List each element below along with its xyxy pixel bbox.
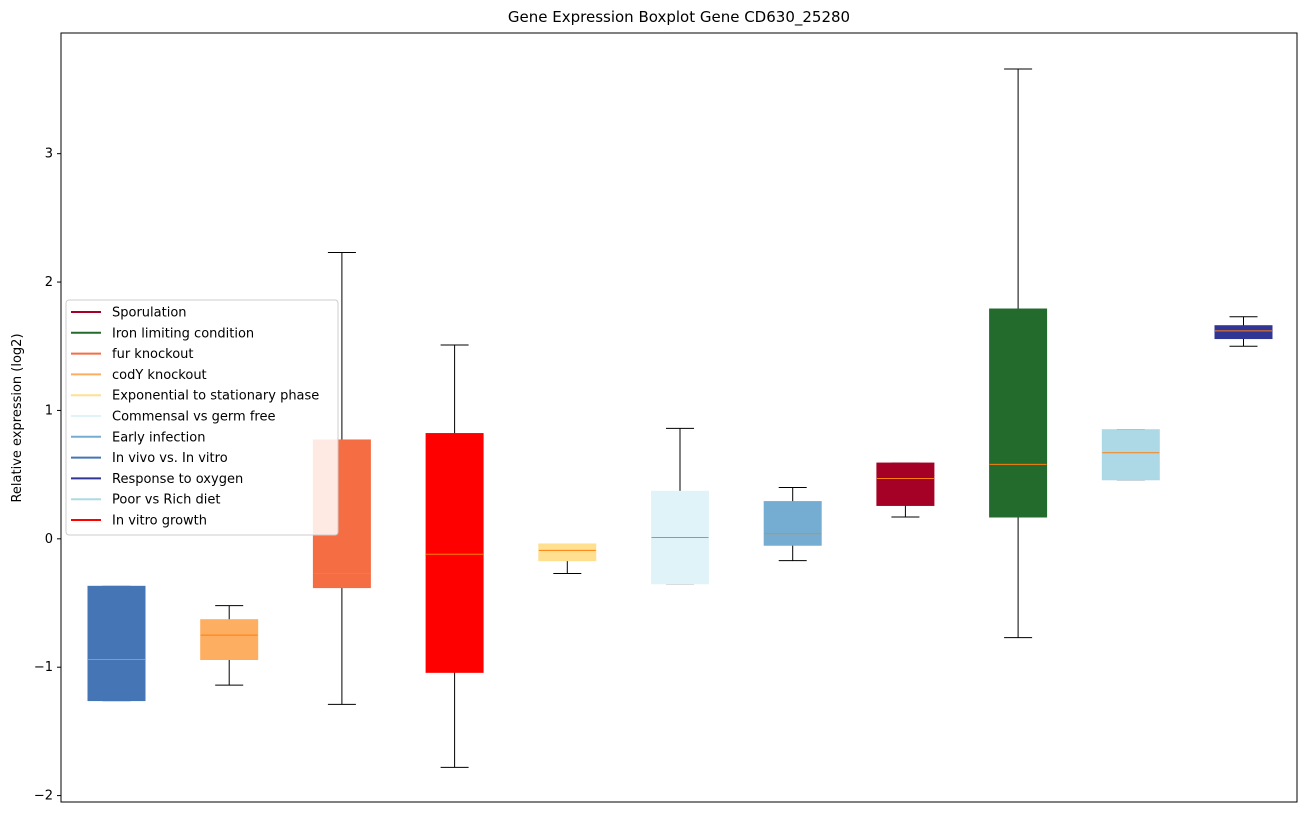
box-11 — [1214, 316, 1273, 347]
box-8 — [876, 462, 935, 518]
legend-item: fur knockout — [71, 347, 194, 362]
box-body — [1101, 429, 1160, 481]
legend-item: Response to oxygen — [71, 472, 243, 487]
box-body — [876, 462, 935, 506]
y-tick-label: −2 — [34, 789, 53, 804]
legend-label: In vitro growth — [112, 514, 207, 529]
y-axis-ticks: −2 −1 0 1 2 3 — [34, 147, 61, 804]
box-5 — [538, 543, 597, 574]
box-1 — [87, 585, 146, 702]
y-tick-label: 3 — [45, 147, 53, 162]
box-body — [1214, 325, 1273, 340]
box-body — [200, 619, 259, 660]
box-4 — [425, 344, 484, 768]
legend-item: Commensal vs germ free — [71, 410, 275, 425]
box-10 — [1101, 429, 1160, 481]
legend-item: Exponential to stationary phase — [71, 389, 319, 404]
plot-area — [87, 68, 1273, 768]
chart-title: Gene Expression Boxplot Gene CD630_25280 — [508, 8, 850, 27]
legend-item: In vitro growth — [71, 514, 207, 529]
box-7 — [763, 486, 822, 562]
box-2 — [200, 605, 259, 686]
legend-item: Poor vs Rich diet — [71, 493, 220, 508]
legend-label: Exponential to stationary phase — [112, 389, 319, 404]
box-6 — [651, 427, 709, 585]
y-axis-label: Relative expression (log2) — [10, 333, 25, 502]
box-body — [989, 308, 1048, 518]
legend: Sporulation Iron limiting condition fur kn… — [65, 299, 339, 536]
box-body — [87, 585, 146, 702]
legend-item: Sporulation — [71, 306, 187, 321]
legend-label: Commensal vs germ free — [112, 410, 275, 425]
legend-frame — [65, 299, 339, 536]
box-body — [763, 501, 822, 546]
y-tick-label: 2 — [45, 275, 53, 290]
box-body — [425, 433, 484, 673]
legend-label: In vivo vs. In vitro — [112, 451, 228, 466]
legend-label: Poor vs Rich diet — [112, 493, 220, 508]
legend-label: Response to oxygen — [112, 472, 243, 487]
legend-item: Early infection — [71, 430, 205, 445]
legend-item: In vivo vs. In vitro — [71, 451, 228, 466]
legend-label: Iron limiting condition — [112, 326, 254, 341]
legend-label: Sporulation — [112, 306, 187, 321]
y-tick-label: 0 — [45, 532, 53, 547]
legend-item: Iron limiting condition — [71, 326, 254, 341]
legend-item: codY knockout — [71, 368, 207, 383]
y-tick-label: 1 — [45, 403, 53, 418]
legend-label: fur knockout — [112, 347, 194, 362]
axes-frame — [60, 32, 1298, 803]
box-body — [538, 543, 597, 562]
box-9 — [989, 68, 1048, 639]
legend-label: Early infection — [112, 430, 205, 445]
y-tick-label: −1 — [34, 660, 53, 675]
legend-label: codY knockout — [112, 368, 207, 383]
